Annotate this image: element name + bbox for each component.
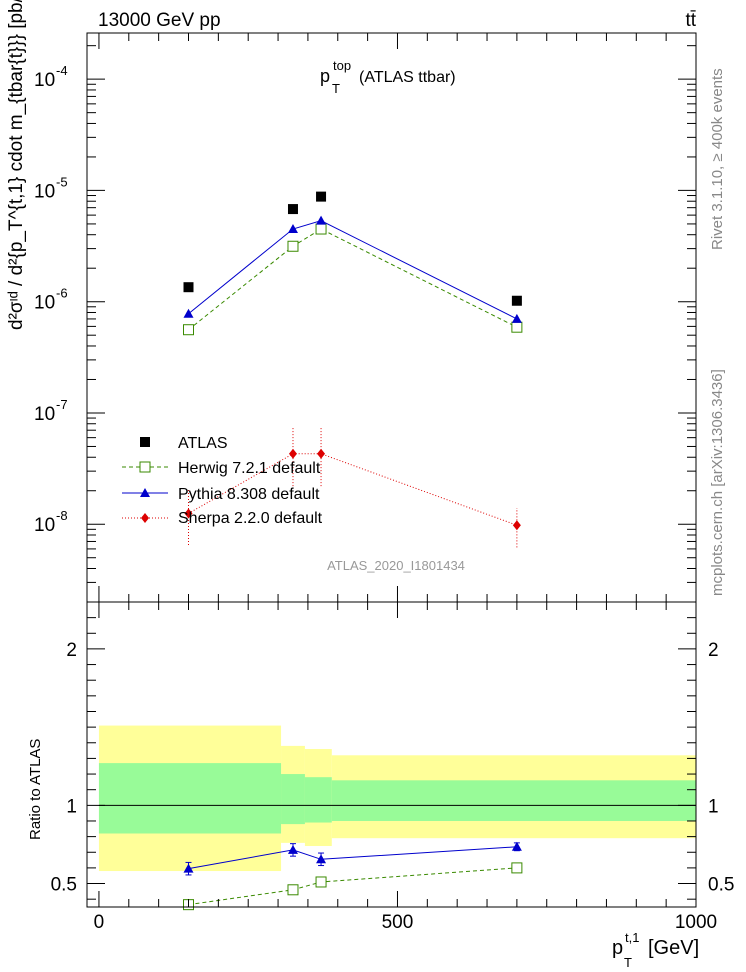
plot-title: p top T (ATLAS ttbar) (320, 58, 456, 96)
uncertainty-band-inner (331, 780, 696, 821)
data-point-sherpa (317, 448, 326, 459)
xlabel-main: p (612, 937, 623, 959)
legend-marker-sherpa (141, 513, 149, 523)
ratio-point-pythia (287, 844, 298, 854)
series-line-pythia (188, 220, 518, 320)
legend-label-pythia: Pythia 8.308 default (178, 486, 320, 503)
legend-marker-atlas (140, 437, 150, 447)
data-point-pythia (287, 224, 298, 234)
title-sup: top (333, 58, 351, 73)
series-line-sherpa (188, 453, 518, 526)
ratio-plot-area (98, 725, 696, 911)
data-point-pythia (316, 215, 327, 225)
main-panel: 10-410-510-610-710-8 p top T (ATLAS ttba… (6, 0, 697, 603)
main-y-tick-exponent: -4 (56, 63, 68, 78)
ratio-point-pythia (511, 841, 522, 851)
main-y-tick-label: 10 (34, 293, 55, 314)
uncertainty-band-inner (281, 774, 305, 825)
series-line-herwig (188, 228, 518, 331)
xlabel-unit: [GeV] (648, 937, 699, 959)
ratio-y-tick-label-right: 2 (708, 640, 719, 661)
ratio-point-herwig (315, 876, 327, 888)
legend: ATLAS Herwig 7.2.1 default Pythia 8.308 … (122, 435, 323, 527)
data-point-atlas (183, 282, 194, 293)
uncertainty-band-inner (304, 777, 332, 823)
data-point-herwig (287, 240, 299, 252)
data-point-pythia (183, 308, 194, 318)
main-y-tick-exponent: -8 (56, 508, 68, 523)
ratio-y-tick-label: 1 (66, 796, 77, 817)
data-point-atlas (316, 191, 327, 202)
legend-label-sherpa: Sherpa 2.2.0 default (178, 510, 323, 527)
main-y-tick-label: 10 (34, 181, 55, 202)
main-ylabel: d²σᶦᵈ / d²{p_T^{t,1} cdot m_{tbar{t}}} [… (6, 0, 27, 330)
ratio-y-tick-label-right: 1 (708, 796, 719, 817)
main-y-tick-label: 10 (34, 404, 55, 425)
data-point-atlas (287, 204, 298, 215)
ratio-axes: 0 500 1000 0.5 0.5 1 1 2 2 (51, 602, 734, 933)
main-y-tick-exponent: -6 (56, 286, 68, 301)
main-y-tick-label: 10 (34, 70, 55, 91)
main-y-tick-exponent: -7 (56, 397, 68, 412)
ratio-line-herwig (188, 867, 517, 906)
ratio-frame (86, 601, 697, 908)
ratio-point-pythia (183, 863, 194, 873)
x-axis-label: p t,1 T [GeV] (612, 930, 699, 970)
x-tick-label: 500 (382, 912, 414, 933)
ratio-y-tick-label-right: 0.5 (708, 875, 734, 896)
title-sub: T (332, 81, 340, 96)
ratio-point-herwig (511, 862, 523, 874)
title-main: p (320, 66, 330, 86)
data-point-herwig (315, 223, 327, 235)
legend-marker-herwig (139, 461, 151, 473)
x-tick-label: 1000 (675, 912, 717, 933)
xlabel-sub: T (624, 955, 632, 970)
ratio-ylabel: Ratio to ATLAS (27, 739, 44, 840)
main-y-tick-exponent: -5 (56, 174, 68, 189)
main-y-tick-label: 10 (34, 515, 55, 536)
ratio-y-tick-label: 2 (66, 640, 77, 661)
analysis-watermark: ATLAS_2020_I1801434 (327, 558, 465, 573)
data-point-sherpa (288, 448, 297, 459)
legend-marker-pythia (140, 488, 150, 497)
uncertainty-band-inner (98, 763, 282, 834)
ratio-y-tick-label: 0.5 (51, 875, 77, 896)
ratio-panel: 0 500 1000 0.5 0.5 1 1 2 2 Ratio to ATLAS p t,1 … (27, 601, 734, 970)
title-rest: (ATLAS ttbar) (359, 69, 456, 86)
data-point-herwig (511, 321, 523, 333)
x-tick-label: 0 (94, 912, 105, 933)
legend-label-atlas: ATLAS (178, 435, 228, 452)
main-plot-area (183, 191, 523, 548)
main-axes: 10-410-510-610-710-8 (34, 33, 697, 603)
xlabel-sup: t,1 (625, 930, 639, 945)
rivet-label: Rivet 3.1.10, ≥ 400k events (709, 68, 726, 250)
ratio-point-pythia (316, 854, 327, 864)
data-point-sherpa (184, 508, 193, 519)
ratio-line-pythia (188, 846, 517, 870)
ratio-point-herwig (287, 884, 299, 896)
data-point-herwig (183, 324, 194, 336)
mcplots-label: mcplots.cern.ch [arXiv:1306.3436] (709, 369, 726, 596)
energy-label: 13000 GeV pp (98, 10, 221, 31)
data-point-pythia (511, 313, 522, 323)
legend-label-herwig: Herwig 7.2.1 default (178, 460, 321, 477)
data-point-sherpa (512, 520, 521, 531)
process-label: tt̄ (685, 10, 696, 31)
data-point-atlas (511, 295, 522, 306)
